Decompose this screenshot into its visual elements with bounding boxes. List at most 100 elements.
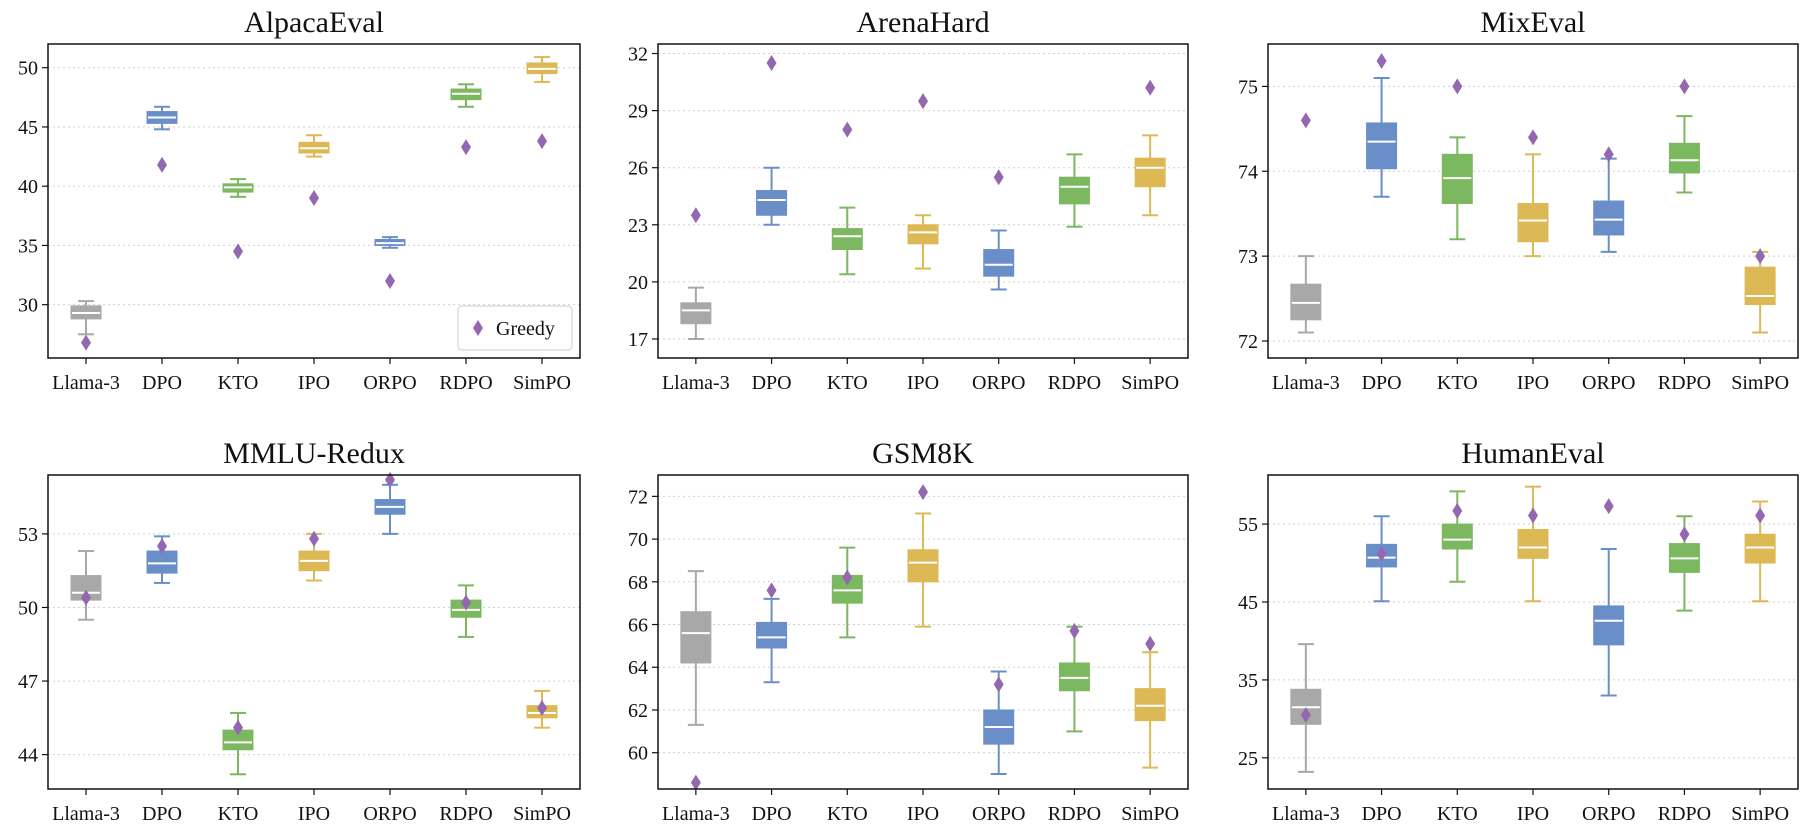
x-tick-label: DPO: [142, 372, 182, 394]
y-tick-label: 44: [18, 745, 38, 767]
y-tick-label: 66: [628, 615, 648, 637]
panel-title: ArenaHard: [856, 6, 989, 39]
greedy-marker: [461, 594, 471, 611]
box-kto: [831, 228, 863, 251]
greedy-marker: [1755, 248, 1766, 265]
box-rdpo: [1668, 142, 1700, 174]
x-tick-label: ORPO: [1582, 372, 1635, 394]
x-tick-label: Llama-3: [662, 372, 730, 394]
x-tick-label: RDPO: [1048, 372, 1101, 394]
greedy-marker: [1300, 706, 1311, 723]
y-tick-label: 53: [18, 524, 38, 546]
x-tick-label: ORPO: [972, 372, 1025, 394]
greedy-marker: [766, 55, 777, 72]
y-tick-label: 40: [18, 176, 38, 198]
x-tick-label: RDPO: [1048, 803, 1101, 825]
y-tick-label: 25: [1238, 748, 1258, 770]
greedy-marker: [157, 156, 167, 173]
y-tick-label: 20: [628, 272, 648, 294]
greedy-marker: [1603, 498, 1614, 515]
greedy-marker: [385, 272, 395, 289]
greedy-marker: [1755, 507, 1766, 524]
greedy-marker: [690, 207, 701, 224]
x-tick-label: DPO: [1362, 372, 1402, 394]
x-tick-label: DPO: [752, 372, 792, 394]
y-tick-label: 72: [1238, 331, 1258, 353]
greedy-marker: [1603, 146, 1614, 163]
x-tick-label: Llama-3: [52, 372, 120, 394]
greedy-marker: [1069, 622, 1080, 639]
y-tick-label: 17: [628, 329, 648, 351]
y-tick-label: 68: [628, 572, 648, 594]
box-simpo: [1134, 157, 1166, 188]
y-tick-label: 73: [1238, 246, 1258, 268]
x-tick-label: ORPO: [1582, 803, 1635, 825]
x-tick-label: RDPO: [439, 372, 492, 394]
greedy-marker: [537, 133, 547, 150]
x-tick-label: KTO: [218, 372, 259, 394]
box-simpo: [1134, 688, 1166, 722]
box-rdpo: [1058, 176, 1090, 205]
greedy-marker: [81, 334, 91, 351]
x-tick-label: SimPO: [513, 372, 571, 394]
box-llama-3: [680, 302, 712, 325]
panel-title: HumanEval: [1461, 437, 1604, 470]
y-tick-label: 75: [1238, 76, 1258, 98]
x-tick-label: SimPO: [1121, 803, 1179, 825]
axes-frame: [47, 474, 581, 790]
panel-mmlu-redux: 44 47 50 53 Llama-3 DPO KTO IPO ORPO RDPO SimPO MML…: [18, 437, 581, 825]
greedy-marker: [233, 243, 243, 260]
x-tick-label: SimPO: [513, 803, 571, 825]
x-tick-label: Llama-3: [1272, 803, 1340, 825]
y-tick-label: 62: [628, 700, 648, 722]
legend: Greedy: [457, 305, 573, 351]
greedy-marker: [461, 139, 471, 156]
x-tick-label: IPO: [907, 372, 939, 394]
y-tick-label: 72: [628, 486, 648, 508]
greedy-marker: [1452, 78, 1463, 95]
greedy-marker: [1376, 52, 1387, 69]
x-tick-label: SimPO: [1731, 372, 1789, 394]
panel-mixeval: 72 73 74 75 Llama-3 DPO KTO IPO ORPO RDPO SimPO Mix…: [1238, 6, 1799, 394]
x-tick-label: RDPO: [439, 803, 492, 825]
greedy-marker: [993, 676, 1004, 693]
legend-label: Greedy: [496, 318, 555, 340]
box-dpo: [146, 550, 178, 574]
x-tick-label: KTO: [1437, 803, 1478, 825]
x-tick-label: Llama-3: [52, 803, 120, 825]
greedy-marker: [1679, 526, 1690, 543]
box-dpo: [756, 621, 788, 649]
greedy-marker: [842, 569, 853, 586]
y-tick-label: 50: [18, 58, 38, 80]
y-tick-label: 35: [1238, 670, 1258, 692]
box-ipo: [907, 549, 939, 583]
greedy-marker: [1679, 78, 1690, 95]
greedy-marker: [766, 582, 777, 599]
x-tick-label: DPO: [1362, 803, 1402, 825]
x-tick-label: KTO: [827, 372, 868, 394]
y-tick-label: 29: [628, 101, 648, 123]
y-tick-label: 47: [18, 671, 38, 693]
greedy-marker: [1376, 545, 1387, 562]
greedy-marker: [309, 190, 319, 207]
panel-gsm8k: 60 62 64 66 68 70 72 Llama-3 DPO KTO IPO ORPO RDPO Si…: [628, 437, 1189, 825]
box-kto: [1441, 523, 1473, 550]
greedy-marker: [1528, 507, 1538, 524]
x-tick-label: SimPO: [1731, 803, 1789, 825]
y-tick-label: 64: [628, 657, 648, 679]
box-dpo: [1366, 122, 1398, 170]
greedy-marker: [993, 169, 1004, 186]
box-ipo: [1517, 203, 1549, 243]
x-tick-label: IPO: [1517, 803, 1549, 825]
greedy-marker: [918, 484, 928, 501]
y-tick-label: 45: [18, 117, 38, 139]
x-tick-label: ORPO: [363, 803, 416, 825]
box-ipo: [907, 224, 939, 245]
box-orpo: [1593, 200, 1625, 236]
box-ipo: [1517, 529, 1549, 559]
greedy-marker: [537, 700, 547, 717]
y-tick-label: 60: [628, 743, 648, 765]
x-tick-label: ORPO: [363, 372, 416, 394]
x-tick-label: SimPO: [1121, 372, 1179, 394]
